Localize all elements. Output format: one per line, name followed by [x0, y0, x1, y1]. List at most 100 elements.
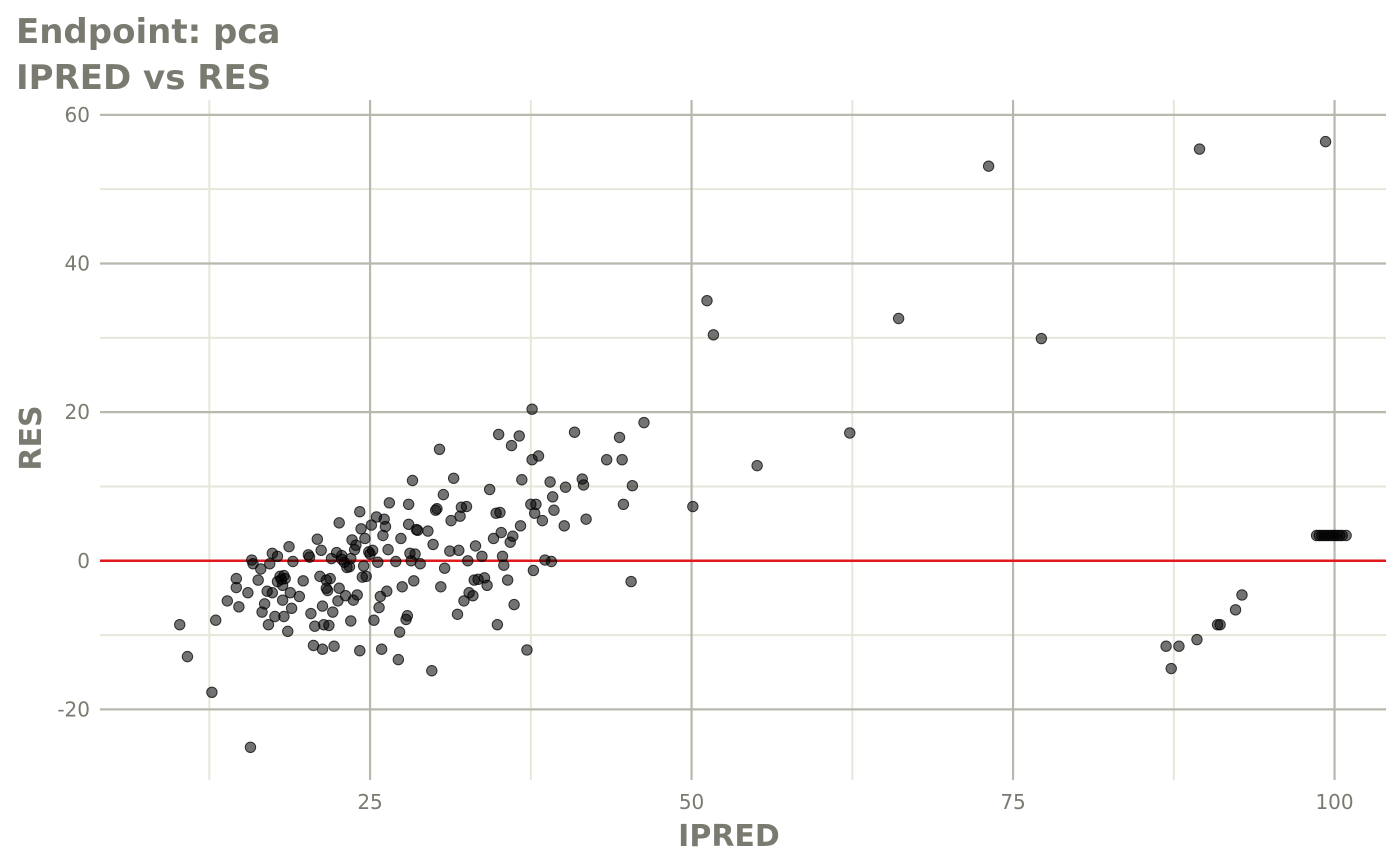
data-point — [287, 555, 299, 568]
data-point — [278, 610, 290, 623]
data-point — [359, 532, 371, 545]
x-tick-label: 50 — [679, 790, 704, 814]
data-point — [408, 575, 420, 587]
data-point — [532, 450, 545, 462]
data-point — [252, 574, 264, 586]
data-point — [458, 595, 470, 607]
data-point — [242, 587, 254, 599]
data-point — [487, 532, 500, 545]
data-point — [1193, 143, 1206, 155]
data-point — [545, 555, 558, 568]
data-point — [379, 520, 392, 533]
data-point — [321, 584, 334, 597]
data-point — [513, 430, 525, 442]
data-point — [293, 590, 306, 603]
data-point — [536, 514, 549, 527]
data-point — [580, 513, 592, 525]
data-point — [600, 453, 613, 466]
data-point — [406, 474, 419, 487]
x-axis-label: IPRED — [678, 819, 780, 854]
data-point — [402, 518, 415, 531]
data-point — [544, 476, 556, 488]
data-point — [687, 500, 699, 513]
x-tick-label: 75 — [1000, 790, 1025, 814]
data-point — [411, 524, 424, 536]
y-tick-label: 0 — [77, 549, 90, 573]
data-point — [1214, 618, 1226, 631]
data-point — [568, 426, 581, 438]
data-point — [396, 581, 408, 593]
data-point — [221, 595, 234, 607]
data-point — [494, 506, 506, 519]
data-point — [982, 160, 995, 172]
data-point — [514, 520, 527, 532]
data-point — [283, 540, 295, 553]
data-point — [414, 558, 426, 570]
data-point — [460, 500, 473, 513]
data-point — [495, 526, 507, 539]
data-point — [427, 538, 439, 551]
data-point — [409, 548, 421, 560]
data-point — [382, 543, 394, 556]
data-point — [892, 312, 905, 325]
data-point — [354, 506, 366, 518]
data-point — [521, 644, 533, 656]
data-point — [174, 618, 186, 631]
data-point — [365, 519, 378, 531]
data-point — [360, 570, 372, 583]
data-point — [617, 498, 630, 510]
data-point — [316, 643, 329, 655]
data-point — [507, 530, 519, 542]
data-point — [264, 558, 276, 570]
data-point — [271, 550, 284, 563]
y-axis-label: RES — [14, 405, 49, 470]
data-point — [375, 643, 388, 655]
data-point — [297, 575, 309, 587]
data-point — [333, 517, 345, 529]
data-point — [526, 403, 538, 415]
data-point — [625, 575, 637, 588]
data-point — [333, 582, 345, 594]
data-point — [328, 640, 340, 652]
data-point — [433, 443, 446, 455]
chart-title: Endpoint: pca — [16, 12, 281, 52]
data-point — [210, 614, 222, 626]
data-point — [1236, 589, 1248, 601]
data-point — [548, 504, 560, 516]
data-point — [373, 601, 385, 614]
y-tick-label: -20 — [57, 697, 90, 721]
tick-labels: 25 50 75 100 -20 0 20 40 60 — [57, 103, 1353, 814]
data-point — [626, 480, 639, 492]
x-tick-label: 100 — [1315, 790, 1353, 814]
y-tick-label: 20 — [65, 400, 90, 424]
data-point — [285, 602, 298, 615]
data-point — [445, 514, 457, 527]
data-point — [431, 503, 443, 515]
data-point — [508, 598, 520, 611]
data-point — [481, 579, 493, 591]
data-point — [616, 453, 628, 466]
data-point — [527, 564, 540, 577]
data-point — [206, 686, 218, 699]
data-point — [638, 416, 650, 429]
data-point — [426, 665, 438, 677]
data-point — [1165, 662, 1177, 675]
data-point — [435, 581, 447, 593]
data-point — [483, 483, 496, 496]
data-point — [701, 294, 713, 307]
data-point — [559, 481, 572, 493]
data-point — [530, 498, 542, 510]
data-point — [303, 551, 316, 563]
data-point — [355, 523, 367, 535]
data-point — [1160, 640, 1172, 652]
data-point — [1035, 332, 1048, 345]
data-point — [311, 533, 324, 545]
data-points — [174, 135, 1352, 754]
data-point — [255, 563, 267, 575]
data-point — [315, 544, 327, 557]
data-point — [381, 585, 393, 597]
data-point — [351, 589, 363, 601]
data-point — [383, 497, 396, 509]
data-point — [1173, 640, 1185, 652]
